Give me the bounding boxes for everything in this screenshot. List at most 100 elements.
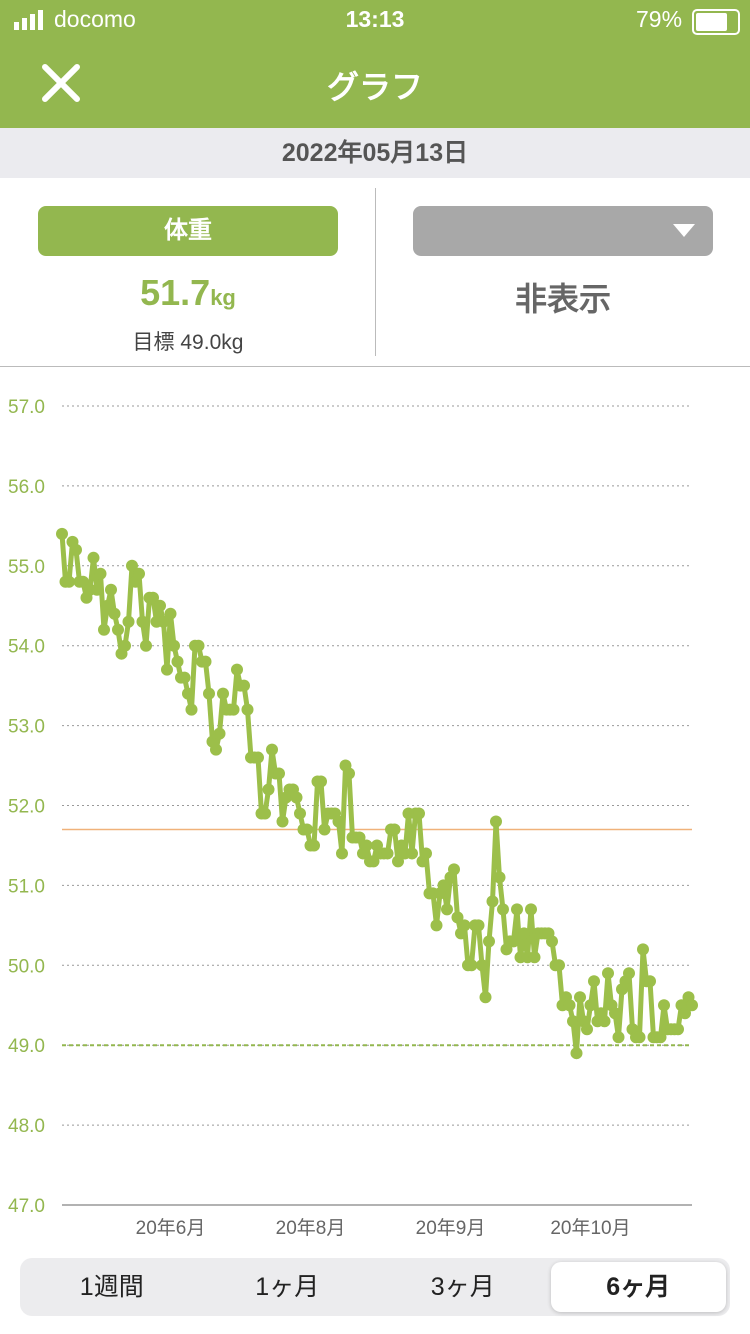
weight-point	[472, 919, 485, 932]
weight-point	[154, 599, 166, 612]
y-tick-label: 50.0	[8, 956, 45, 977]
weight-point	[77, 575, 89, 588]
weight-point	[672, 1023, 684, 1036]
metric-button[interactable]: 体重	[38, 206, 338, 256]
weight-point	[588, 975, 600, 988]
weight-point	[654, 1031, 667, 1044]
divider	[375, 188, 376, 356]
weight-point	[518, 927, 530, 940]
weight-point	[192, 639, 205, 652]
y-tick-label: 55.0	[8, 557, 45, 578]
weight-point	[273, 767, 285, 780]
weight-point	[525, 903, 537, 916]
weight-point	[483, 935, 495, 948]
x-tick-label: 20年6月	[136, 1217, 206, 1239]
goal-weight: 目標 49.0kg	[132, 331, 244, 354]
weight-line	[59, 533, 695, 1056]
weight-point	[231, 663, 243, 676]
weight-point	[406, 847, 418, 860]
weight-point	[451, 911, 464, 924]
weight-point	[108, 607, 121, 620]
y-tick-label: 57.0	[8, 397, 45, 418]
weight-point	[633, 1031, 646, 1044]
weight-point	[185, 703, 198, 716]
weight-point	[136, 615, 149, 628]
dropdown-arrow	[673, 224, 695, 237]
battery-icon	[692, 9, 740, 35]
weight-point	[574, 991, 586, 1004]
period-tab[interactable]: 3ヶ月	[430, 1273, 495, 1301]
weight-point	[584, 999, 597, 1012]
weight-point	[497, 903, 509, 916]
weight-point	[203, 687, 215, 700]
weight-point	[63, 575, 75, 588]
weight-point	[262, 783, 275, 796]
weight-point	[252, 751, 264, 764]
period-tab[interactable]: 1週間	[79, 1273, 144, 1301]
close-button[interactable]	[40, 62, 82, 104]
y-tick-label: 52.0	[8, 797, 45, 818]
weight-point	[553, 959, 565, 972]
weight-point	[294, 807, 306, 820]
x-tick-label: 20年8月	[276, 1217, 346, 1239]
weight-point	[182, 687, 194, 700]
weight-point	[126, 559, 138, 572]
summary-panels: 体重 51.7kg 目標 49.0kg 非表示	[0, 178, 750, 367]
weight-point	[119, 639, 131, 652]
weight-point	[623, 967, 635, 980]
weight-unit: kg	[210, 285, 236, 310]
weight-point	[217, 687, 229, 700]
weight-point	[336, 847, 348, 860]
carrier: docomo	[54, 6, 136, 32]
weight-point	[213, 727, 226, 740]
weight-point	[315, 775, 327, 788]
weight-point	[259, 807, 271, 820]
weight-point	[546, 935, 558, 948]
weight-point	[441, 903, 453, 916]
weight-point	[360, 839, 373, 852]
weight-point	[276, 815, 289, 828]
weight-point	[644, 975, 656, 988]
weight-point	[602, 967, 614, 980]
weight-point	[147, 591, 159, 604]
weight-point	[511, 903, 523, 916]
weight-point	[161, 663, 173, 676]
weight-point	[140, 639, 152, 652]
weight-point	[94, 567, 107, 580]
weight-point	[493, 871, 506, 884]
weight-point	[105, 583, 117, 596]
weight-point	[164, 607, 177, 620]
y-tick-label: 51.0	[8, 876, 45, 897]
period-tab[interactable]: 6ヶ月	[550, 1262, 726, 1312]
weight-point	[465, 959, 478, 972]
weight-point	[343, 767, 355, 780]
weight-point	[448, 863, 460, 876]
weight-point	[87, 551, 100, 564]
weight-point	[171, 655, 184, 668]
weight-point	[658, 999, 670, 1012]
weight-point	[122, 615, 135, 628]
weight-point	[210, 743, 222, 756]
period-tabs: 1週間 1ヶ月 3ヶ月 6ヶ月	[20, 1258, 730, 1316]
weight-point	[507, 935, 520, 948]
weight-point	[308, 839, 320, 852]
y-tick-label: 53.0	[8, 717, 45, 738]
weight-point	[199, 655, 212, 668]
weight-point	[266, 743, 278, 756]
x-tick-label: 20年9月	[416, 1217, 486, 1239]
weight-point	[98, 623, 110, 636]
weight-point	[168, 639, 180, 652]
weight-point	[133, 567, 145, 580]
period-tab[interactable]: 1ヶ月	[255, 1273, 320, 1301]
weight-point	[430, 919, 443, 932]
weight-point	[178, 671, 191, 684]
metric-dropdown[interactable]	[413, 206, 713, 256]
signal-icon	[14, 10, 43, 30]
weight-point	[70, 543, 82, 556]
hidden-label: 非表示	[514, 281, 611, 317]
y-tick-label: 48.0	[8, 1116, 45, 1137]
weight-point	[609, 1007, 621, 1020]
weight-point	[388, 823, 401, 836]
clock: 13:13	[345, 6, 405, 32]
